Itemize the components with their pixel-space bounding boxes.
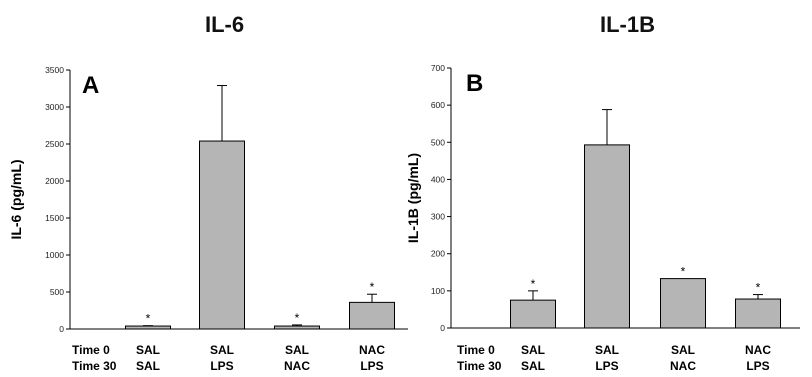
y-tick-label: 300	[431, 212, 445, 222]
y-tick-label: 1500	[45, 213, 64, 223]
bar	[349, 301, 395, 330]
x-category-time0-label: SAL	[210, 343, 234, 357]
significance-star: *	[756, 281, 761, 295]
panel-letter: B	[466, 70, 483, 97]
x-category-time30-label: LPS	[210, 359, 233, 373]
bar	[660, 278, 706, 329]
y-tick-label: 600	[431, 100, 445, 110]
y-axis-label: IL-1B (pg/mL)	[405, 153, 421, 243]
x-category-time0-label: SAL	[521, 343, 545, 357]
x-category-time0-label: NAC	[745, 343, 771, 357]
bar	[199, 140, 245, 330]
y-tick-label: 2500	[45, 139, 64, 149]
y-tick-label: 400	[431, 174, 445, 184]
y-tick-label: 700	[431, 63, 445, 73]
significance-star: *	[146, 312, 151, 326]
y-tick-label: 3500	[45, 65, 64, 75]
y-tick-label: 200	[431, 249, 445, 259]
significance-star: *	[370, 280, 375, 294]
y-axis-label: IL-6 (pg/mL)	[8, 159, 24, 239]
row-label-time0: Time 0	[457, 343, 495, 357]
y-tick-label: 1000	[45, 250, 64, 260]
bar	[510, 299, 556, 329]
x-category-time30-label: LPS	[360, 359, 383, 373]
y-tick-label: 0	[59, 324, 64, 334]
bar	[735, 298, 781, 329]
panel-b-title: IL-1B	[600, 12, 655, 37]
bar	[584, 144, 630, 329]
y-tick-label: 0	[440, 323, 445, 333]
x-category-time30-label: LPS	[595, 359, 618, 373]
bar	[125, 325, 171, 330]
x-category-time0-label: SAL	[136, 343, 160, 357]
x-category-time30-label: LPS	[746, 359, 769, 373]
panel-a-title: IL-6	[205, 12, 245, 37]
x-category-time0-label: SAL	[671, 343, 695, 357]
significance-star: *	[295, 311, 300, 325]
x-category-time30-label: NAC	[284, 359, 310, 373]
row-label-time30: Time 30	[457, 359, 502, 373]
y-tick-label: 100	[431, 286, 445, 296]
x-category-time0-label: SAL	[595, 343, 619, 357]
panel-letter: A	[82, 72, 99, 99]
x-category-time30-label: NAC	[670, 359, 696, 373]
bar	[274, 325, 320, 330]
y-tick-label: 500	[431, 137, 445, 147]
significance-star: *	[681, 265, 686, 279]
x-category-time30-label: SAL	[136, 359, 160, 373]
y-tick-label: 3000	[45, 102, 64, 112]
x-category-time0-label: NAC	[359, 343, 385, 357]
x-category-time0-label: SAL	[285, 343, 309, 357]
y-tick-label: 500	[50, 287, 64, 297]
x-category-time30-label: SAL	[521, 359, 545, 373]
row-label-time0: Time 0	[72, 343, 110, 357]
y-tick-label: 2000	[45, 176, 64, 186]
row-label-time30: Time 30	[72, 359, 117, 373]
significance-star: *	[531, 277, 536, 291]
